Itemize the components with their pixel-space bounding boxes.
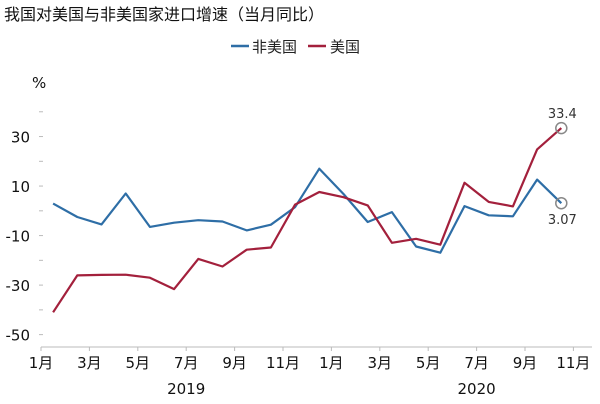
x-tick-label: 11月: [556, 354, 590, 372]
legend-label-us: 美国: [330, 38, 360, 56]
y-tick-label: -30: [6, 277, 31, 295]
x-tick-label: 1月: [319, 354, 344, 372]
series-line-non-us: [52, 167, 563, 254]
x-tick-label: 3月: [368, 354, 393, 372]
y-axis-unit: %: [32, 74, 46, 92]
axes: 30 10 -10 -30 -50 1月 3月 5月 7月 9月 11月 1月 3月 5月 7月 9月 11月 2…: [6, 111, 592, 398]
legend: 非美国 美国: [231, 38, 360, 56]
x-tick-label: 9月: [513, 354, 538, 372]
x-tick-label: 9月: [222, 354, 247, 372]
x-tick-label: 7月: [174, 354, 199, 372]
year-label: 2020: [458, 380, 496, 398]
series-line-us: [52, 127, 563, 313]
annotation-label: 3.07: [548, 213, 577, 228]
x-tick-label: 3月: [77, 354, 102, 372]
x-tick-label: 5月: [126, 354, 151, 372]
annotation-label: 33.4: [548, 107, 577, 122]
annotation-marker: [555, 121, 568, 135]
y-tick-label: 30: [11, 129, 30, 147]
y-tick-label: 10: [11, 178, 30, 196]
legend-label-non-us: 非美国: [252, 38, 297, 56]
series-lines: [52, 127, 563, 313]
x-tick-label: 7月: [464, 354, 489, 372]
x-tick-label: 5月: [416, 354, 441, 372]
y-tick-label: -10: [6, 228, 31, 246]
chart-title: 我国对美国与非美国家进口增速（当月同比）: [4, 5, 324, 24]
annotation-marker: [555, 196, 568, 210]
x-tick-label: 11月: [266, 354, 300, 372]
y-tick-label: -50: [6, 327, 31, 345]
year-label: 2019: [167, 380, 205, 398]
x-tick-label: 1月: [29, 354, 54, 372]
annotations: 33.4 3.07: [548, 107, 577, 228]
